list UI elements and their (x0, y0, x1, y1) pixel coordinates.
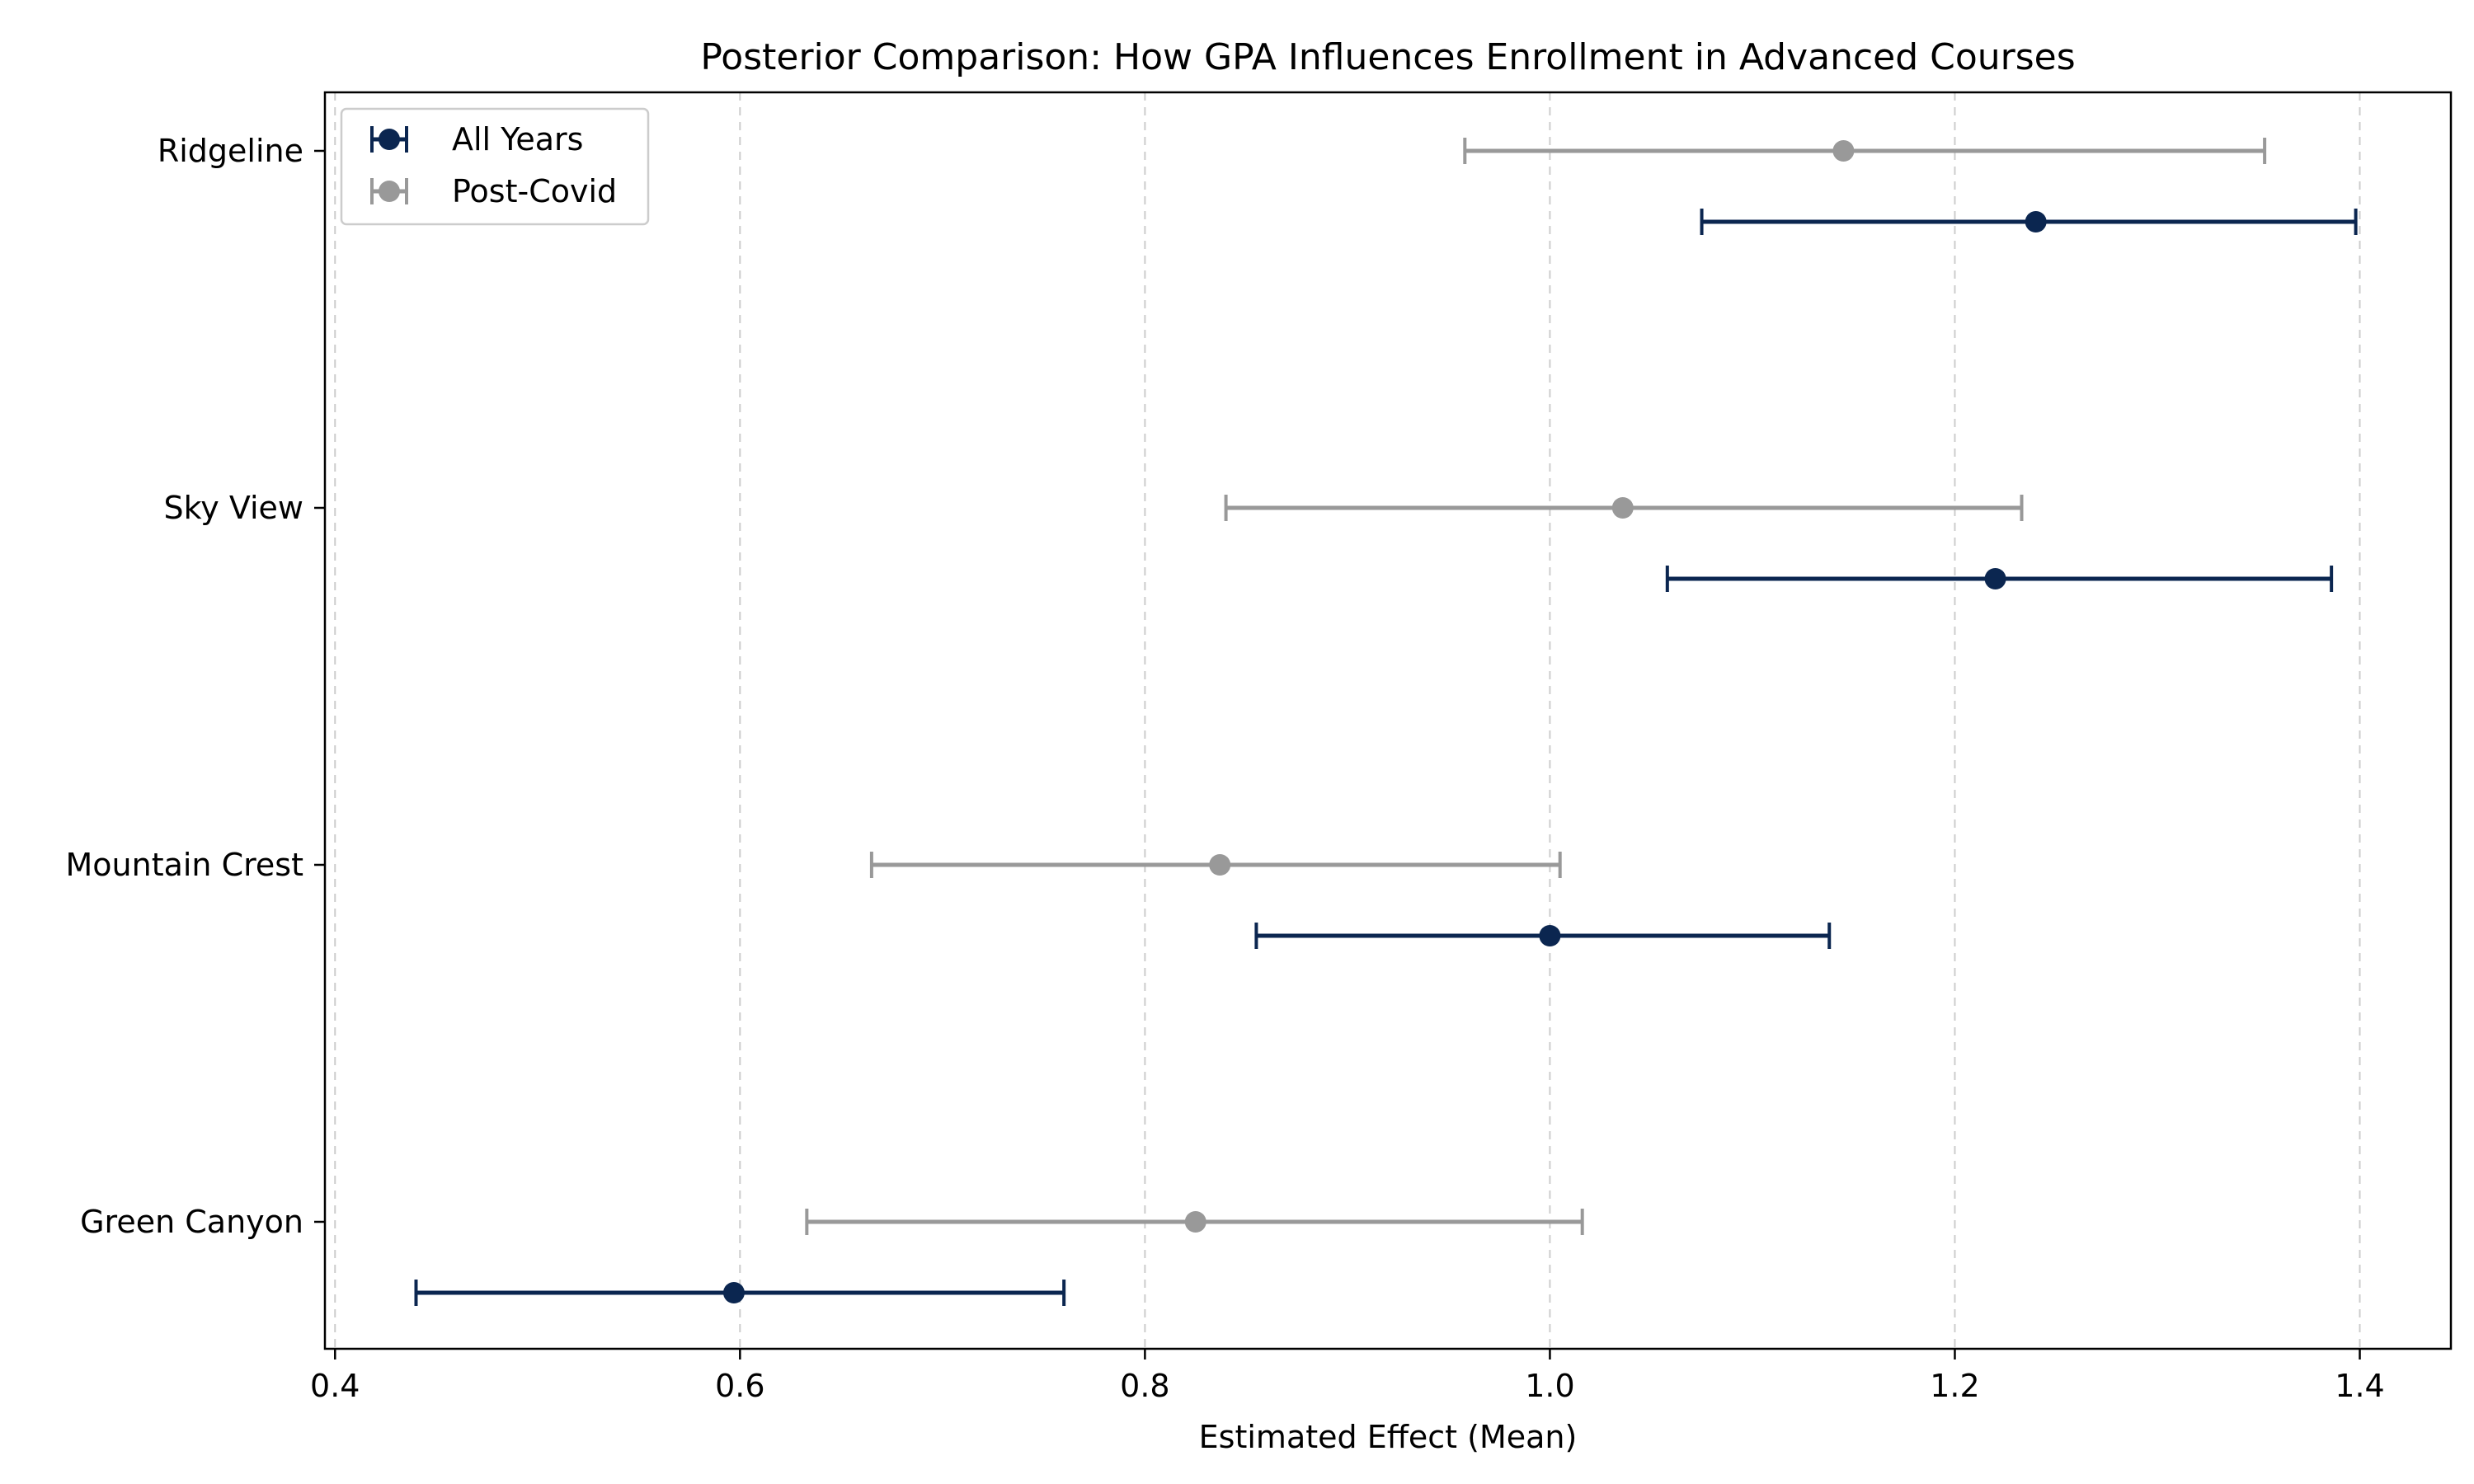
series-all-years (414, 209, 2358, 1306)
x-tick-label: 0.4 (310, 1368, 360, 1404)
legend-marker (379, 181, 400, 202)
x-tick-label: 1.2 (1930, 1368, 1979, 1404)
data-point (722, 1282, 745, 1303)
legend-box (340, 107, 650, 226)
legend-label: Post-Covid (452, 173, 617, 209)
x-tick-label: 0.6 (715, 1368, 764, 1404)
chart-title: Posterior Comparison: How GPA Influences… (700, 36, 2075, 78)
grid-layer (334, 92, 2361, 1349)
data-point (1184, 1211, 1206, 1233)
data-point (2025, 211, 2047, 232)
x-tick-label: 0.8 (1120, 1368, 1169, 1404)
legend-marker (379, 129, 400, 150)
y-tick-label: Ridgeline (158, 133, 303, 169)
x-tick-label: 1.4 (2335, 1368, 2384, 1404)
data-point (1539, 925, 1561, 946)
x-tick-label: 1.0 (1525, 1368, 1574, 1404)
y-tick-label: Sky View (163, 490, 303, 526)
tick-layer: 0.4 0.6 0.8 1.0 1.2 1.4 Ridgeline Sky View Mount… (65, 133, 2384, 1404)
data-point (1984, 568, 2006, 589)
data-point (1209, 854, 1231, 876)
series-post-covid (805, 138, 2267, 1235)
data-point (1832, 140, 1855, 162)
data-point (1611, 497, 1634, 519)
legend-label: All Years (452, 121, 583, 157)
y-tick-label: Green Canyon (80, 1204, 303, 1240)
x-axis-label: Estimated Effect (Mean) (1199, 1419, 1578, 1455)
legend: All Years Post-Covid (340, 107, 650, 226)
data-layer (414, 138, 2358, 1306)
plot-frame (323, 91, 2453, 1350)
y-tick-label: Mountain Crest (65, 847, 303, 883)
